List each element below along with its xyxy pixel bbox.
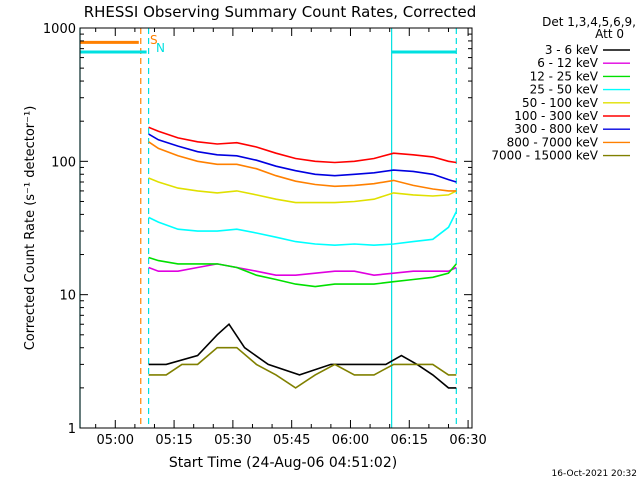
series-line-3-6-kev — [148, 322, 457, 389]
x-axis-label: Start Time (24-Aug-06 04:51:02) — [169, 455, 397, 471]
x-tick-label: 05:00 — [97, 433, 134, 448]
x-tick-label: 05:45 — [273, 433, 310, 448]
y-tick-label: 1000 — [43, 22, 76, 37]
legend-label: 300 - 800 keV — [514, 122, 598, 136]
y-tick-label: 10 — [59, 289, 76, 304]
saa-flag-label: S — [150, 33, 158, 47]
chart-title: RHESSI Observing Summary Count Rates, Co… — [84, 3, 477, 21]
night-flag-label: N — [156, 41, 165, 55]
legend-label: 50 - 100 keV — [522, 96, 599, 110]
series-line-25-50-kev — [148, 211, 458, 247]
plot-frame — [79, 27, 473, 429]
y-axis-label: Corrected Count Rate (s⁻¹ detector⁻¹) — [23, 106, 38, 351]
y-tick-label: 100 — [51, 155, 76, 170]
legend-label: 100 - 300 keV — [514, 109, 598, 123]
x-tick-label: 05:30 — [214, 433, 251, 448]
axis-tick-labels: 05:00 05:15 05:30 05:45 06:00 06:15 06:30 1 10 10… — [43, 22, 487, 448]
legend-label: 800 - 7000 keV — [507, 135, 599, 149]
x-tick-label: 05:15 — [155, 433, 192, 448]
y-tick-label: 1 — [68, 422, 76, 437]
legend-label: 25 - 50 keV — [530, 83, 599, 97]
flag-bars — [80, 40, 457, 54]
axis-ticks — [80, 27, 472, 429]
legend-header-line2: Att 0 — [595, 27, 624, 41]
time-markers — [79, 28, 457, 428]
legend-label: 6 - 12 keV — [537, 56, 599, 70]
series-line-50-100-kev — [148, 177, 457, 204]
legend-label: 3 - 6 keV — [545, 43, 599, 57]
series-line-800-7000-kev — [148, 141, 457, 192]
legend-label: 7000 - 15000 keV — [491, 149, 598, 163]
footer-timestamp: 16-Oct-2021 20:32 — [552, 469, 637, 479]
series-lines — [148, 126, 458, 389]
series-line-100-300-kev — [148, 126, 457, 164]
x-tick-label: 06:15 — [391, 433, 428, 448]
x-tick-label: 06:00 — [332, 433, 369, 448]
series-line-7000-15000-kev — [148, 346, 457, 389]
x-tick-label: 06:30 — [449, 433, 486, 448]
series-line-12-25-kev — [148, 256, 457, 288]
series-line-300-800-kev — [148, 133, 457, 183]
legend-label: 12 - 25 keV — [530, 69, 599, 83]
legend-header-line1: Det 1,3,4,5,6,9, — [542, 15, 636, 29]
series-line-6-12-kev — [148, 263, 457, 277]
